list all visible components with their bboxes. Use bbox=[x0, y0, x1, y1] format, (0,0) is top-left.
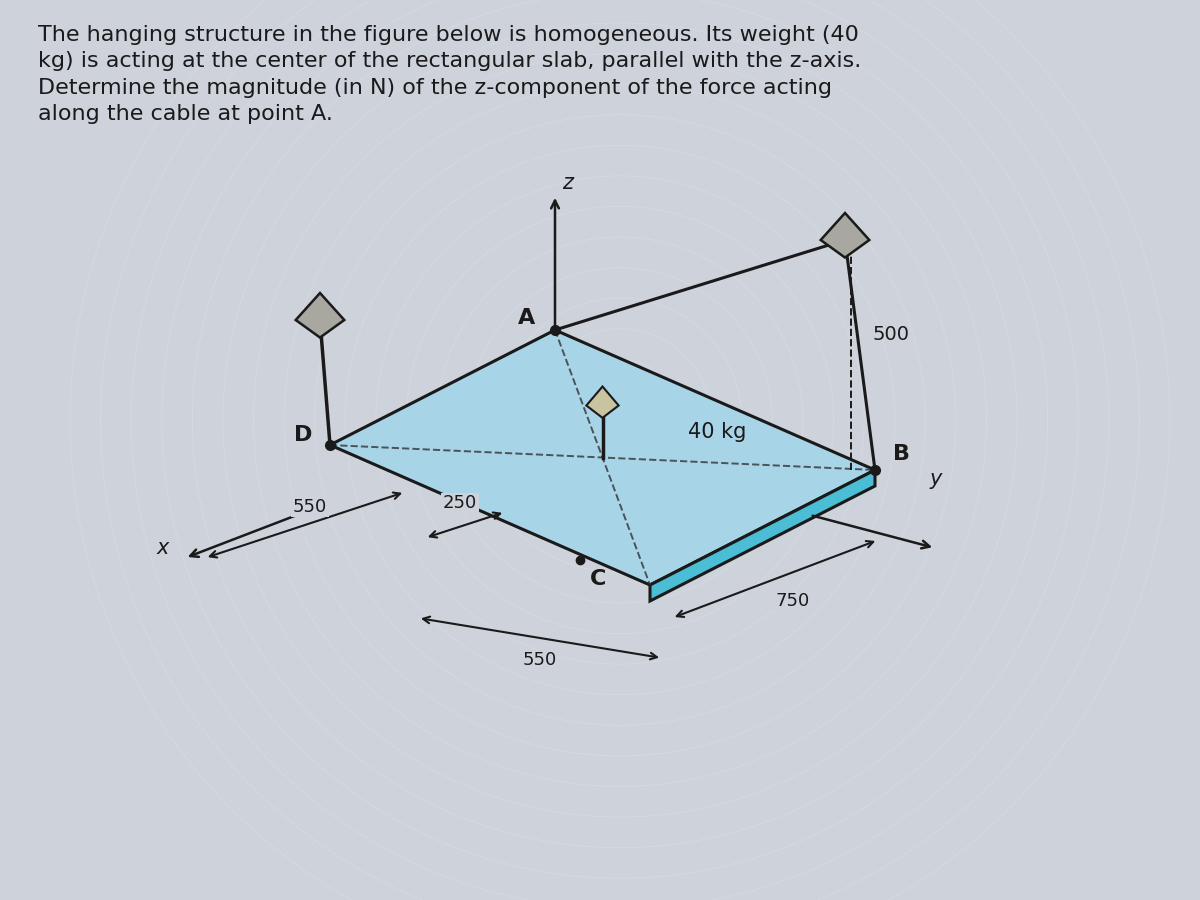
Text: z: z bbox=[562, 173, 574, 193]
Polygon shape bbox=[650, 470, 875, 601]
Text: C: C bbox=[590, 569, 606, 589]
Polygon shape bbox=[587, 386, 619, 418]
Polygon shape bbox=[821, 213, 869, 257]
Polygon shape bbox=[295, 293, 344, 338]
Text: 550: 550 bbox=[523, 651, 557, 669]
Polygon shape bbox=[330, 330, 875, 585]
Text: 750: 750 bbox=[776, 592, 810, 610]
Text: 550: 550 bbox=[293, 498, 328, 516]
Text: x: x bbox=[157, 538, 169, 558]
Text: 40 kg: 40 kg bbox=[688, 421, 746, 442]
Text: The hanging structure in the figure below is homogeneous. Its weight (40
kg) is : The hanging structure in the figure belo… bbox=[38, 25, 862, 124]
Text: 500: 500 bbox=[872, 325, 910, 344]
Text: A: A bbox=[517, 308, 535, 328]
Text: y: y bbox=[930, 469, 942, 489]
Text: B: B bbox=[893, 444, 910, 464]
Text: D: D bbox=[294, 425, 312, 445]
Text: 250: 250 bbox=[443, 494, 478, 512]
